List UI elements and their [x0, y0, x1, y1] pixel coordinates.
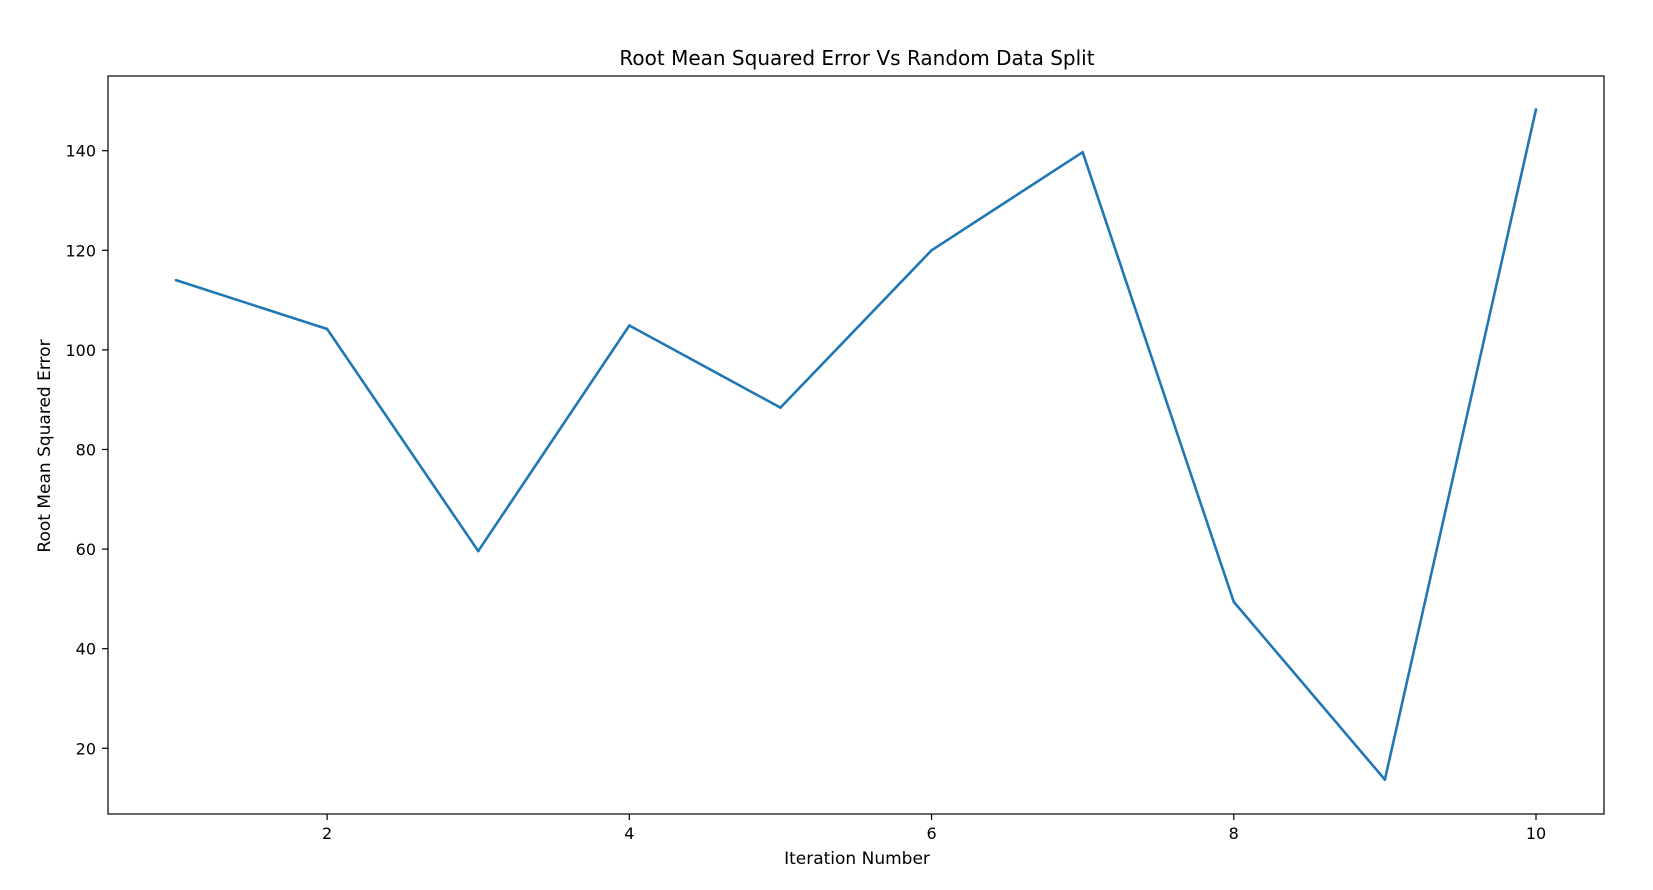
data-point	[325, 327, 329, 331]
x-tick-label: 10	[1526, 824, 1546, 843]
y-tick-label: 20	[76, 739, 96, 758]
data-point	[1081, 150, 1084, 154]
y-tick-label: 120	[65, 241, 96, 260]
y-tick-label: 140	[65, 142, 96, 161]
y-axis-ticks: 20 40 60 80 100 120 140	[65, 142, 108, 758]
series-group	[174, 108, 1538, 781]
x-axis-ticks: 2 4 6 8 10	[322, 814, 1546, 843]
data-point	[1383, 778, 1387, 781]
data-point	[1534, 108, 1538, 111]
x-tick-label: 8	[1229, 824, 1239, 843]
chart-title: Root Mean Squared Error Vs Random Data S…	[619, 46, 1094, 70]
data-point	[476, 549, 480, 553]
data-point	[930, 248, 933, 252]
x-tick-label: 4	[624, 824, 634, 843]
y-tick-label: 80	[76, 440, 96, 459]
x-tick-label: 2	[322, 824, 332, 843]
x-axis-title: Iteration Number	[784, 849, 930, 869]
data-point	[174, 278, 178, 282]
series-line	[175, 109, 1538, 781]
plot-area-frame	[107, 75, 1605, 815]
y-axis-title: Root Mean Squared Error	[35, 339, 55, 552]
x-tick-label: 6	[926, 824, 936, 843]
data-point	[779, 406, 782, 409]
data-point	[1232, 600, 1236, 604]
y-tick-label: 40	[76, 640, 96, 659]
data-point	[628, 324, 631, 327]
y-tick-label: 60	[76, 540, 96, 559]
y-tick-label: 100	[65, 341, 96, 360]
